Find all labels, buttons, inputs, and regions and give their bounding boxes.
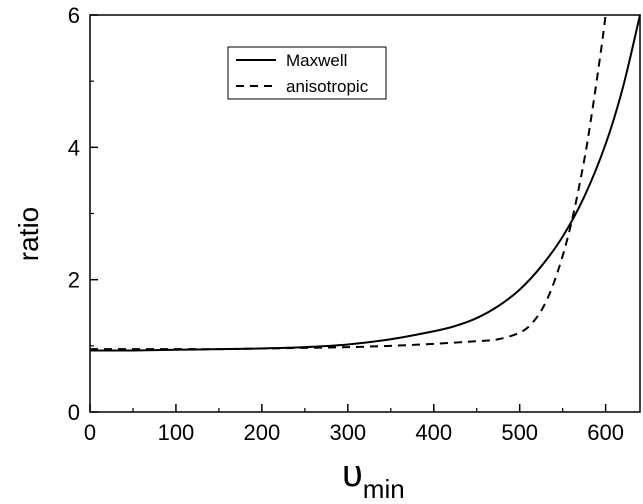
x-axis-title-symbol: υ <box>342 453 363 495</box>
x-tick-label-100: 100 <box>158 420 195 445</box>
series-layer <box>89 14 641 352</box>
legend-label-anisotropic: anisotropic <box>286 77 369 96</box>
series-line-anisotropic <box>90 14 607 351</box>
legend-label-maxwell: Maxwell <box>286 51 347 70</box>
x-tick-label-600: 600 <box>587 420 624 445</box>
y-tick-label-0: 0 <box>68 400 80 425</box>
x-axis-ticks: 0 100 200 300 400 500 600 <box>84 404 624 445</box>
y-tick-label-4: 4 <box>68 135 80 160</box>
legend: Maxwell anisotropic <box>227 46 387 100</box>
x-axis-title-subscript: min <box>363 474 405 504</box>
y-tick-label-6: 6 <box>68 3 80 28</box>
x-tick-label-200: 200 <box>244 420 281 445</box>
x-tick-label-500: 500 <box>501 420 538 445</box>
x-tick-label-400: 400 <box>415 420 452 445</box>
x-tick-label-0: 0 <box>84 420 96 445</box>
x-tick-label-300: 300 <box>329 420 366 445</box>
y-axis-ticks: 0 2 4 6 <box>68 3 98 425</box>
x-axis-title: υmin <box>342 453 405 504</box>
y-axis-title: ratio <box>13 207 44 261</box>
legend-box <box>227 46 387 100</box>
y-tick-label-2: 2 <box>68 268 80 293</box>
